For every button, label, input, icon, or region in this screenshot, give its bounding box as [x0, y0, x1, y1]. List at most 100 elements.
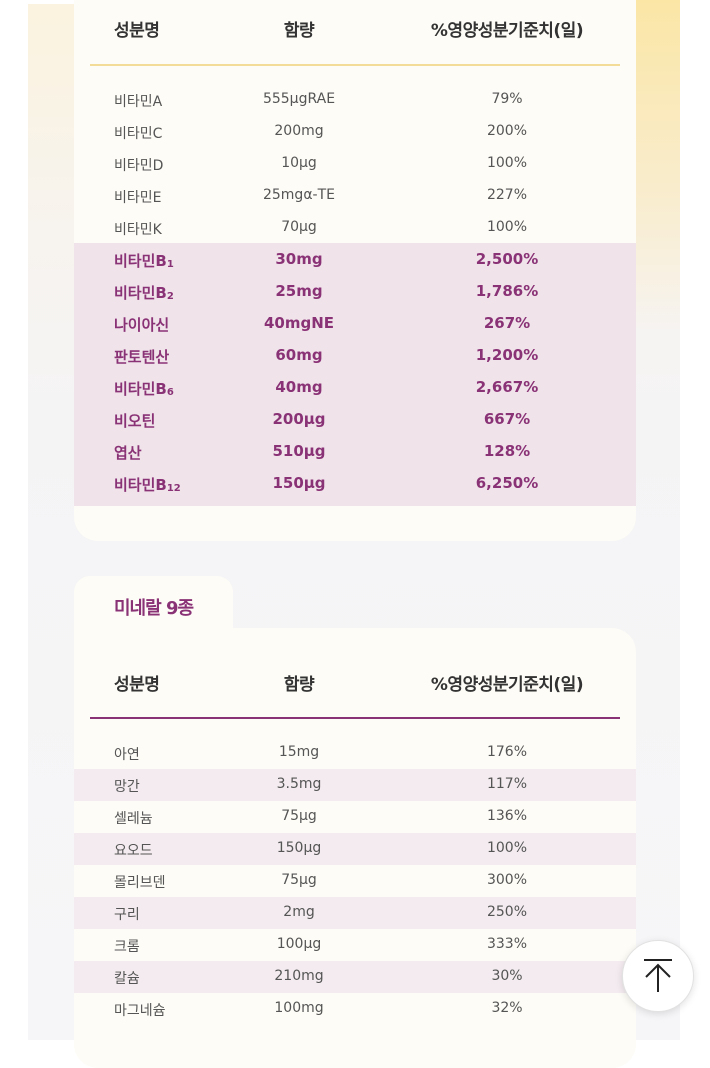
nutrient-daily-value: 6,250%	[475, 474, 539, 492]
nutrient-daily-value: 250%	[486, 904, 528, 920]
table-row: 칼슘 210mg 30%	[74, 961, 636, 993]
header-divider	[90, 717, 620, 719]
nutrient-name: 비타민B2	[114, 284, 174, 302]
nutrient-daily-value: 128%	[483, 442, 531, 460]
header-daily-value: %영양성분기준치(일)	[430, 21, 584, 41]
minerals-tab: 미네랄 9종	[74, 576, 233, 632]
table-row: 판토텐산 60mg 1,200%	[74, 339, 636, 371]
nutrient-name: 엽산	[114, 444, 142, 462]
nutrient-amount: 60mg	[275, 346, 323, 364]
nutrient-name: 셀레늄	[114, 811, 153, 827]
nutrient-daily-value: 100%	[486, 219, 528, 235]
header-amount: 함량	[283, 675, 315, 695]
nutrient-name: 몰리브덴	[114, 875, 166, 891]
table-row: 엽산 510μg 128%	[74, 435, 636, 467]
table-row: 망간 3.5mg 117%	[74, 769, 636, 801]
nutrient-name: 비타민B1	[114, 252, 174, 270]
nutrient-amount: 30mg	[275, 250, 323, 268]
table-row: 비타민B2 25mg 1,786%	[74, 275, 636, 307]
table-row: 비오틴 200μg 667%	[74, 403, 636, 435]
nutrient-daily-value: 300%	[486, 872, 528, 888]
table-row: 구리 2mg 250%	[74, 897, 636, 929]
table-row: 마그네슘 100mg 32%	[74, 993, 636, 1025]
nutrient-daily-value: 333%	[486, 936, 528, 952]
nutrient-amount: 25mg	[275, 282, 323, 300]
nutrient-amount: 10μg	[281, 155, 317, 171]
table-row: 비타민K 70μg 100%	[74, 212, 636, 244]
table-row: 크롬 100μg 333%	[74, 929, 636, 961]
nutrient-amount: 100mg	[274, 1000, 324, 1016]
nutrient-name: 칼슘	[114, 971, 140, 987]
nutrient-amount: 3.5mg	[276, 776, 322, 792]
nutrient-daily-value: 100%	[486, 155, 528, 171]
nutrient-name: 비타민E	[114, 190, 162, 206]
nutrient-daily-value: 227%	[486, 187, 528, 203]
nutrient-daily-value: 200%	[486, 123, 528, 139]
nutrient-amount: 510μg	[272, 442, 326, 460]
nutrient-amount: 40mg	[275, 378, 323, 396]
minerals-tab-label: 미네랄 9종	[114, 598, 194, 619]
nutrient-daily-value: 2,500%	[475, 250, 539, 268]
nutrient-amount: 150μg	[272, 474, 326, 492]
nutrient-name: 비타민B6	[114, 380, 174, 398]
nutrient-daily-value: 176%	[486, 744, 528, 760]
header-amount: 함량	[283, 21, 315, 41]
table-row: 비타민E 25mgα-TE 227%	[74, 180, 636, 212]
nutrient-daily-value: 32%	[491, 1000, 523, 1016]
nutrient-amount: 555μgRAE	[262, 91, 336, 107]
table-row: 비타민A 555μgRAE 79%	[74, 84, 636, 116]
nutrient-name: 아연	[114, 747, 140, 763]
nutrient-daily-value: 2,667%	[475, 378, 539, 396]
mineral-table-header: 성분명 함량 %영양성분기준치(일)	[74, 670, 636, 710]
nutrient-amount: 200mg	[274, 123, 324, 139]
nutrient-name: 비타민K	[114, 222, 162, 238]
mineral-table-card: 성분명 함량 %영양성분기준치(일) 아연 15mg 176% 망간 3.5mg 117%…	[74, 628, 636, 1068]
nutrient-daily-value: 136%	[486, 808, 528, 824]
scroll-to-top-button[interactable]	[622, 940, 694, 1012]
nutrient-amount: 100μg	[276, 936, 322, 952]
header-divider	[90, 64, 620, 66]
table-row: 요오드 150μg 100%	[74, 833, 636, 865]
nutrient-name: 비타민B12	[114, 476, 181, 494]
nutrient-name: 망간	[114, 779, 140, 795]
nutrient-name: 나이아신	[114, 316, 170, 334]
nutrient-name: 비타민D	[114, 158, 164, 174]
nutrient-amount: 15mg	[278, 744, 320, 760]
nutrient-daily-value: 79%	[491, 91, 523, 107]
nutrient-amount: 25mgα-TE	[262, 187, 336, 203]
nutrient-name: 크롬	[114, 939, 140, 955]
nutrient-name: 판토텐산	[114, 348, 170, 366]
nutrient-amount: 150μg	[276, 840, 322, 856]
table-row: 비타민D 10μg 100%	[74, 148, 636, 180]
nutrient-daily-value: 30%	[491, 968, 523, 984]
nutrient-name: 요오드	[114, 843, 153, 859]
table-row: 아연 15mg 176%	[74, 737, 636, 769]
header-name: 성분명	[114, 675, 160, 695]
vitamin-table-card: 성분명 함량 %영양성분기준치(일) 비타민A 555μgRAE 79% 비타민C 20…	[74, 0, 636, 541]
table-row: 비타민B12 150μg 6,250%	[74, 467, 636, 499]
nutrient-amount: 2mg	[283, 904, 315, 920]
nutrient-daily-value: 1,786%	[475, 282, 539, 300]
header-name: 성분명	[114, 21, 160, 41]
table-row: 나이아신 40mgNE 267%	[74, 307, 636, 339]
nutrient-daily-value: 1,200%	[475, 346, 539, 364]
vitamin-table-header: 성분명 함량 %영양성분기준치(일)	[74, 16, 636, 56]
nutrient-daily-value: 667%	[483, 410, 531, 428]
nutrient-amount: 75μg	[281, 872, 317, 888]
table-row: 비타민C 200mg 200%	[74, 116, 636, 148]
highlight-background	[74, 243, 636, 506]
nutrient-name: 비오틴	[114, 412, 156, 430]
table-row: 비타민B1 30mg 2,500%	[74, 243, 636, 275]
nutrient-amount: 210mg	[274, 968, 324, 984]
table-row: 비타민B6 40mg 2,667%	[74, 371, 636, 403]
nutrient-amount: 40mgNE	[263, 314, 335, 332]
nutrient-name: 비타민C	[114, 126, 163, 142]
nutrient-name: 마그네슘	[114, 1003, 166, 1019]
nutrient-name: 구리	[114, 907, 140, 923]
nutrient-amount: 70μg	[281, 219, 317, 235]
nutrient-daily-value: 117%	[486, 776, 528, 792]
nutrient-amount: 75μg	[281, 808, 317, 824]
nutrient-name: 비타민A	[114, 94, 163, 110]
arrow-up-icon	[644, 959, 672, 992]
nutrient-daily-value: 100%	[486, 840, 528, 856]
